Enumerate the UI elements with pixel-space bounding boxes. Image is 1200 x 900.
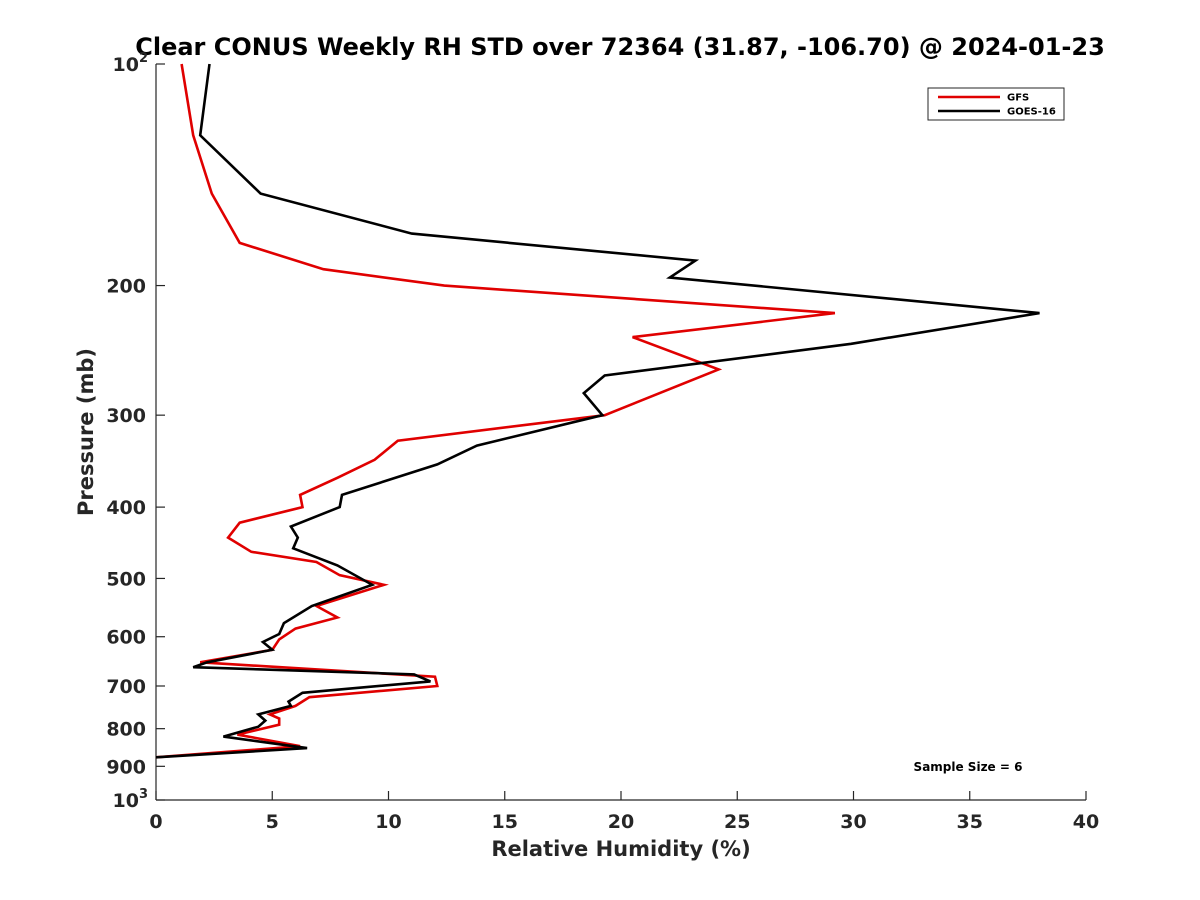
legend-box [927, 87, 1065, 121]
legend-label: GOES-16 [1007, 107, 1056, 118]
x-tick-label: 15 [492, 811, 518, 833]
x-tick-label: 0 [149, 811, 162, 833]
y-tick-exponent: 2 [139, 51, 148, 66]
y-tick-label: 400 [106, 497, 146, 519]
y-tick-label: 103 [113, 787, 149, 812]
chart-title: Clear CONUS Weekly RH STD over 72364 (31… [135, 33, 1105, 61]
x-tick-label: 30 [840, 811, 866, 833]
plot-area: 0 5 10 15 20 25 30 35 40 102 200 300 400 500 600 700 80… [106, 51, 1099, 833]
x-tick-label: 10 [375, 811, 401, 833]
y-tick-label: 800 [106, 719, 146, 741]
x-tick-label: 5 [266, 811, 279, 833]
y-tick-label: 102 [113, 51, 149, 76]
x-axis-ticks: 0 5 10 15 20 25 30 35 40 [149, 791, 1099, 833]
legend-entries: GFS GOES-16 [938, 93, 1056, 118]
x-tick-label: 35 [957, 811, 983, 833]
sample-size-annotation: Sample Size = 6 [914, 760, 1023, 774]
x-tick-label: 20 [608, 811, 634, 833]
y-tick-label: 900 [106, 756, 146, 778]
y-axis-label: Pressure (mb) [74, 348, 98, 516]
y-tick-label: 600 [106, 627, 146, 649]
y-axis-ticks: 102 200 300 400 500 600 700 800 900 103 [106, 51, 165, 812]
series-line-gfs [155, 63, 836, 759]
x-tick-label: 25 [724, 811, 750, 833]
legend: GFS GOES-16 [927, 87, 1065, 121]
y-tick-label: 500 [106, 568, 146, 590]
y-tick-label: 200 [106, 276, 146, 298]
series-lines [155, 63, 1040, 759]
y-tick-exponent: 3 [139, 787, 148, 802]
x-axis-label: Relative Humidity (%) [491, 837, 750, 861]
y-tick-label: 300 [106, 405, 146, 427]
legend-label: GFS [1007, 93, 1029, 104]
x-tick-label: 40 [1073, 811, 1099, 833]
series-line-goes-16 [155, 63, 1040, 759]
y-tick-label: 700 [106, 676, 146, 698]
